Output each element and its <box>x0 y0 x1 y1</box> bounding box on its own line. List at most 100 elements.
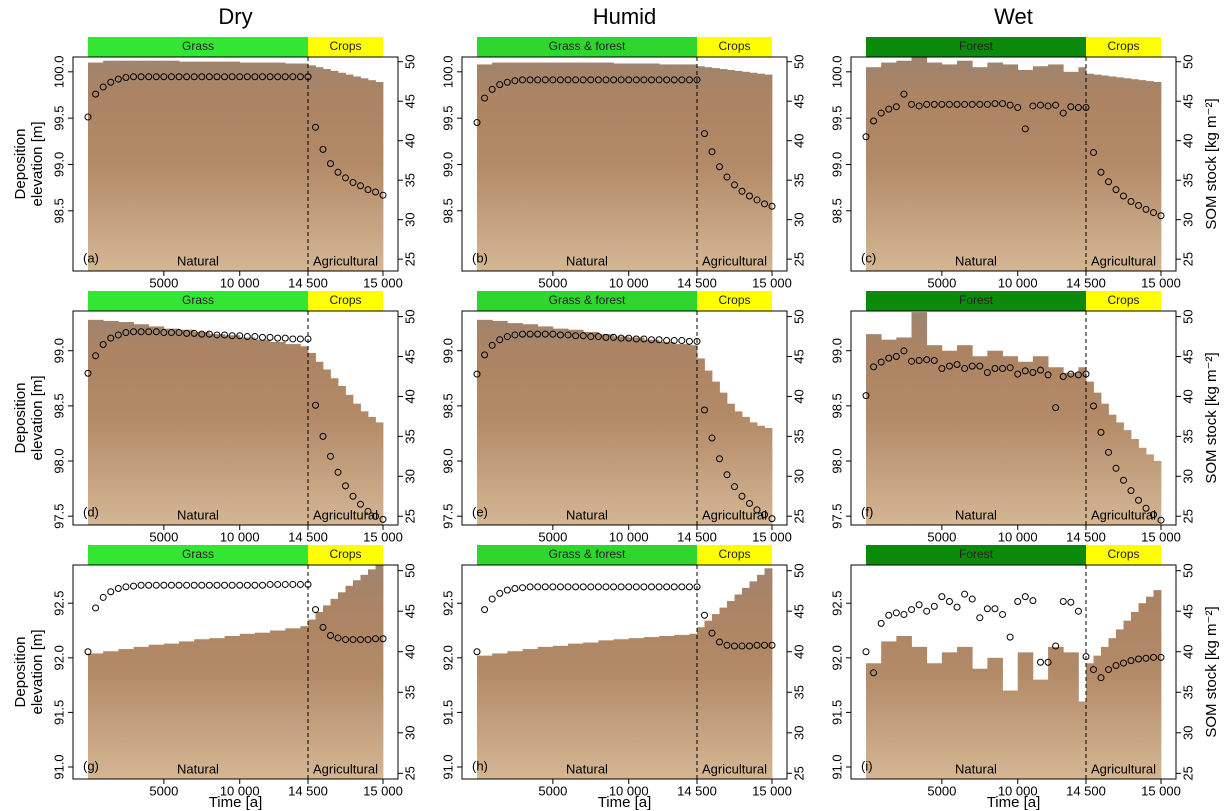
som-point <box>999 100 1007 108</box>
x-axis-label: Time [a] <box>209 794 263 811</box>
elevation-column <box>1063 652 1079 779</box>
y2-tick-label: 25 <box>1180 252 1195 266</box>
y-tick-label: 91.0 <box>829 754 844 779</box>
som-point <box>1074 607 1082 615</box>
y2-tick-label: 30 <box>402 212 417 226</box>
som-point <box>647 336 655 344</box>
x-tick-label: 14 500 <box>677 529 717 544</box>
elevation-column <box>896 337 912 525</box>
elevation-column <box>1093 655 1102 779</box>
elevation-column <box>568 643 584 779</box>
elevation-column <box>224 61 241 271</box>
som-point <box>541 583 549 591</box>
som-point <box>900 347 908 355</box>
y-axis-label: Deposition <box>12 129 29 200</box>
som-point <box>892 609 900 617</box>
elevation-column <box>1002 64 1019 271</box>
elevation-column <box>1146 454 1154 525</box>
period-label: Natural <box>566 253 608 268</box>
elevation-column <box>522 324 539 525</box>
y-tick-label: 98.5 <box>829 198 844 223</box>
elevation-column <box>734 594 743 779</box>
land-use-label: Crops <box>329 293 361 307</box>
som-point <box>549 330 557 338</box>
y-tick-label: 91.5 <box>51 700 66 725</box>
som-point <box>228 581 236 589</box>
som-point <box>152 581 160 589</box>
x-tick-label: 5000 <box>538 529 567 544</box>
elevation-column <box>957 60 973 271</box>
elevation-column <box>360 411 369 525</box>
som-point <box>999 364 1007 372</box>
som-point <box>289 335 297 343</box>
y-tick-label: 98.5 <box>440 393 455 418</box>
land-use-bar <box>308 545 383 565</box>
som-point <box>1127 198 1135 206</box>
som-point <box>281 580 289 588</box>
period-label: Natural <box>177 507 219 522</box>
elevation-column <box>757 425 765 525</box>
elevation-column <box>689 345 698 525</box>
land-use-bar <box>866 37 1086 57</box>
elevation-column <box>1123 620 1132 779</box>
y-tick-label: 97.5 <box>829 504 844 529</box>
elevation-column <box>697 627 705 779</box>
x-tick-label: 14 500 <box>1066 275 1106 290</box>
y-tick-label: 100.0 <box>440 56 455 89</box>
panel: Grass Crops (g) Natural Agricultural 5000 10 0… <box>12 545 417 811</box>
y-tick-label: 99.0 <box>440 152 455 177</box>
y2-tick-label: 25 <box>402 252 417 266</box>
period-label: Natural <box>177 253 219 268</box>
plot-frame <box>72 310 399 526</box>
som-point <box>364 636 372 644</box>
elevation-column <box>477 64 493 271</box>
y-tick-label: 91.0 <box>51 754 66 779</box>
elevation-column <box>345 394 354 525</box>
som-point <box>753 506 761 514</box>
som-point <box>625 583 633 591</box>
elevation-column <box>537 62 554 271</box>
y-tick-label: 92.0 <box>51 645 66 670</box>
som-point <box>137 73 145 81</box>
elevation-column <box>477 655 493 779</box>
elevation-column <box>764 427 773 525</box>
som-point <box>1082 104 1090 112</box>
elevation-column <box>103 60 119 271</box>
y2-tick-label: 25 <box>402 509 417 523</box>
elevation-column <box>1153 82 1162 271</box>
som-point <box>1067 598 1075 606</box>
som-point <box>1014 104 1022 112</box>
elevation-column <box>1063 71 1079 271</box>
som-point <box>312 401 319 409</box>
som-point <box>312 606 319 614</box>
som-point <box>190 329 198 337</box>
som-point <box>1127 487 1135 495</box>
elevation-column <box>972 356 988 525</box>
period-label: Agricultural <box>313 253 378 268</box>
elevation-column <box>972 67 988 271</box>
som-point <box>983 605 991 613</box>
som-point <box>349 636 357 644</box>
elevation-column <box>375 565 384 779</box>
y2-tick-label: 50 <box>1180 55 1195 69</box>
som-point <box>167 581 175 589</box>
som-point <box>564 76 572 84</box>
period-label: Agricultural <box>1091 507 1156 522</box>
elevation-column <box>911 646 928 779</box>
som-point <box>372 512 379 520</box>
som-point <box>511 77 519 85</box>
som-point <box>221 581 229 589</box>
elevation-column <box>163 60 180 271</box>
som-point <box>519 76 527 84</box>
som-point <box>496 81 504 89</box>
som-point <box>481 606 489 614</box>
period-label: Agricultural <box>313 761 378 776</box>
som-point <box>84 113 92 121</box>
elevation-column <box>254 62 271 271</box>
som-point <box>572 332 580 340</box>
som-point <box>564 583 572 591</box>
elevation-column <box>88 62 104 271</box>
land-use-label: Crops <box>1107 293 1139 307</box>
